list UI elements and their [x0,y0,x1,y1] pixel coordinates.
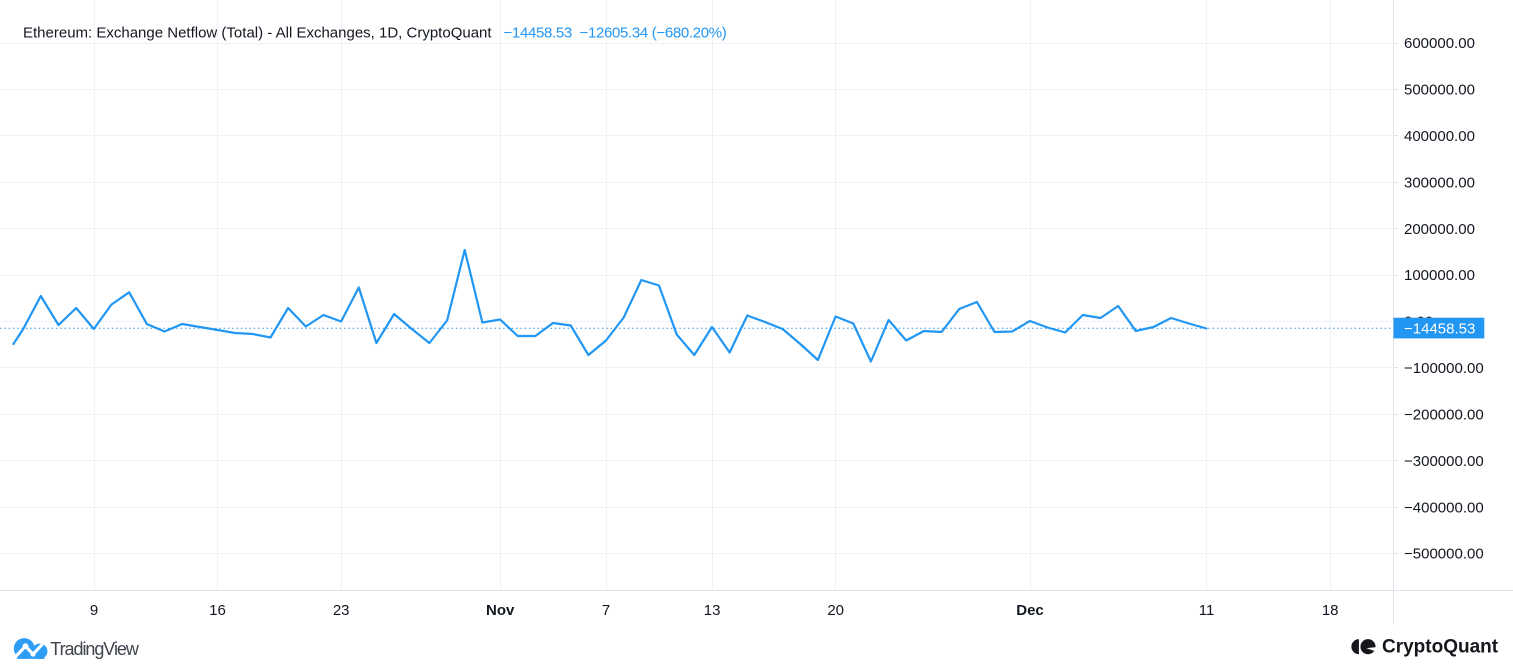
svg-text:TradingView: TradingView [50,639,140,659]
svg-text:7: 7 [602,602,610,619]
svg-text:13: 13 [704,602,721,619]
svg-text:−400000.00: −400000.00 [1404,499,1484,516]
svg-text:16: 16 [209,602,226,619]
svg-text:300000.00: 300000.00 [1404,174,1475,191]
svg-text:18: 18 [1322,602,1339,619]
svg-text:500000.00: 500000.00 [1404,82,1475,99]
svg-text:CryptoQuant: CryptoQuant [1382,637,1499,658]
svg-text:Ethereum: Exchange Netflow (To: Ethereum: Exchange Netflow (Total) - All… [23,24,492,41]
svg-text:−300000.00: −300000.00 [1404,453,1484,470]
svg-text:20: 20 [827,602,844,619]
svg-text:Dec: Dec [1016,602,1044,619]
svg-text:23: 23 [333,602,350,619]
svg-text:Nov: Nov [486,602,515,619]
svg-text:−100000.00: −100000.00 [1404,360,1484,377]
svg-text:200000.00: 200000.00 [1404,221,1475,238]
svg-text:600000.00: 600000.00 [1404,35,1475,52]
svg-text:−14458.53: −14458.53 [1404,320,1475,337]
svg-text:−14458.53 −12605.34 (−680.20%: −14458.53 −12605.34 (−680.20%) [504,24,727,41]
svg-text:11: 11 [1199,602,1215,619]
svg-text:100000.00: 100000.00 [1404,267,1475,284]
svg-text:9: 9 [90,602,98,619]
svg-text:−200000.00: −200000.00 [1404,406,1484,423]
svg-text:−500000.00: −500000.00 [1404,546,1484,563]
svg-text:400000.00: 400000.00 [1404,128,1475,145]
